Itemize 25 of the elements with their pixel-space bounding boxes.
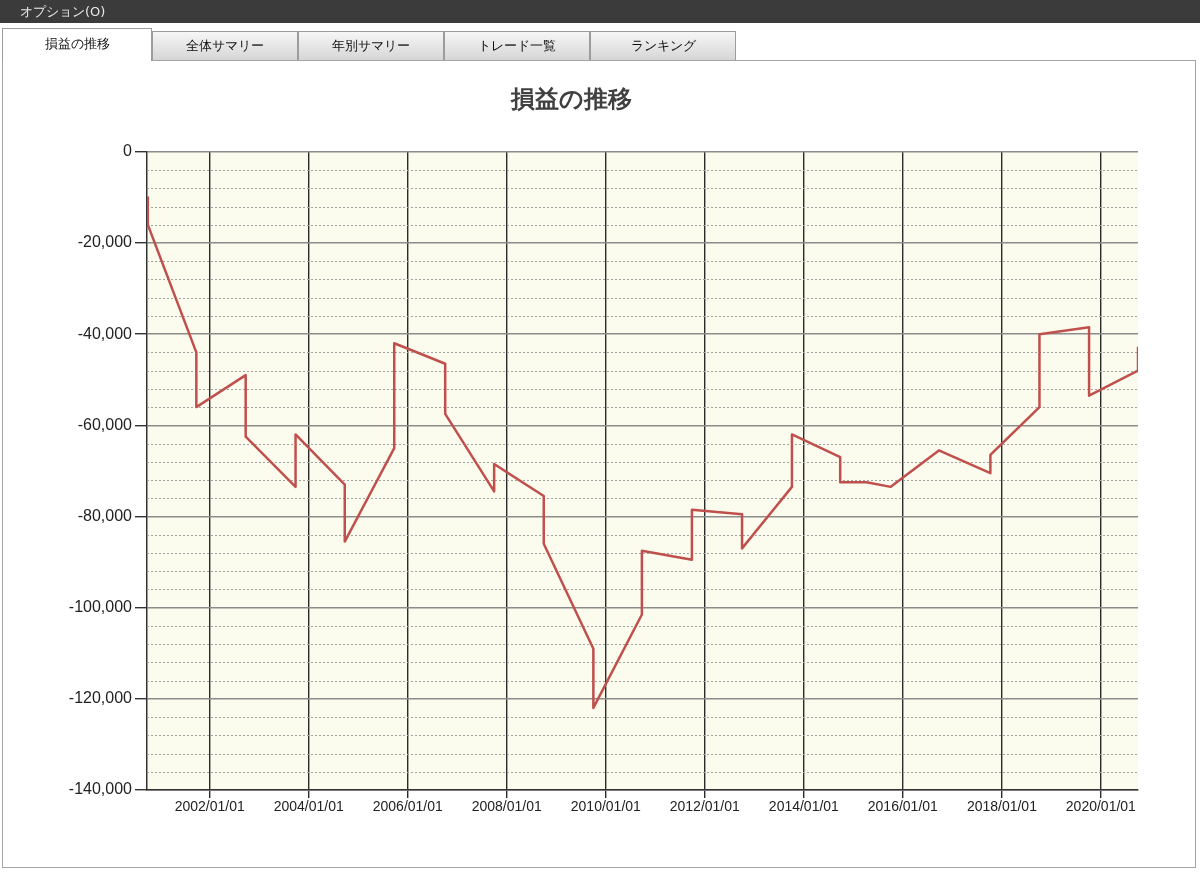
x-tick-label: 2006/01/01 (372, 798, 444, 815)
x-tick-label: 2020/01/01 (1065, 798, 1137, 815)
tab: トレード一覧 (444, 31, 590, 60)
y-tick-label: -40,000 (77, 324, 133, 342)
y-tick-label: 0 (123, 142, 133, 160)
y-tick-label: -20,000 (77, 233, 133, 251)
x-tick-label: 2004/01/01 (273, 798, 344, 815)
x-tick-label: 2010/01/01 (570, 798, 642, 815)
tab: 損益の推移 (2, 28, 152, 61)
x-tick-label: 2008/01/01 (471, 798, 542, 815)
tab: ランキング (590, 31, 736, 60)
y-tick-label: -140,000 (68, 780, 133, 798)
y-tick-label: -120,000 (68, 689, 133, 707)
menu-header: オプション(O) (0, 0, 1200, 23)
y-tick-label: -100,000 (68, 598, 133, 616)
x-tick-label: 2014/01/01 (768, 798, 840, 815)
x-tick-label: 2002/01/01 (174, 798, 245, 815)
tab: 全体サマリー (152, 31, 298, 60)
chart-title: 損益の推移 (509, 85, 632, 113)
x-tick-label: 2012/01/01 (669, 798, 741, 815)
tab: 年別サマリー (298, 31, 444, 60)
y-tick-label: -60,000 (77, 415, 133, 433)
y-tick-label: -80,000 (77, 506, 133, 524)
x-tick-label: 2016/01/01 (867, 798, 939, 815)
x-tick-label: 2018/01/01 (966, 798, 1038, 815)
